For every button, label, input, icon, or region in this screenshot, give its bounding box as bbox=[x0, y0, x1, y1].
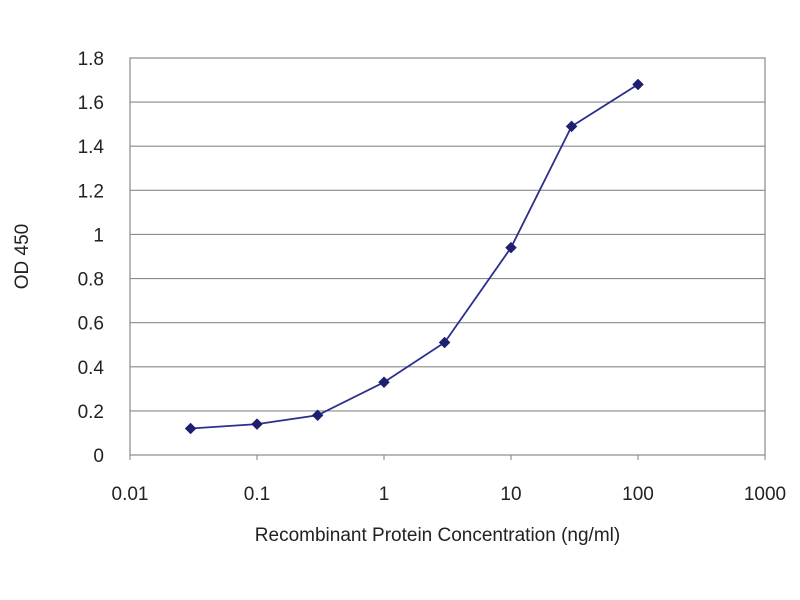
y-tick-label: 0.8 bbox=[78, 270, 104, 291]
x-axis-title: Recombinant Protein Concentration (ng/ml… bbox=[255, 525, 620, 546]
x-tick-label: 1 bbox=[379, 484, 390, 505]
data-point bbox=[251, 418, 263, 430]
data-point bbox=[632, 78, 644, 91]
x-tick-label: 0.01 bbox=[112, 484, 149, 505]
y-tick-label: 0.2 bbox=[78, 402, 104, 423]
y-tick-label: 1.2 bbox=[78, 181, 104, 202]
data-point bbox=[311, 409, 324, 422]
data-point bbox=[505, 241, 517, 254]
y-tick-label: 1.4 bbox=[78, 137, 105, 158]
y-tick-label: 0.4 bbox=[78, 358, 105, 379]
data-point bbox=[184, 422, 197, 435]
series-line bbox=[190, 83, 639, 430]
y-tick-label: 1.8 bbox=[78, 49, 104, 70]
x-tick-label: 1000 bbox=[744, 484, 786, 505]
y-tick-label: 0 bbox=[93, 446, 104, 467]
y-tick-label: 1.6 bbox=[78, 93, 104, 114]
y-axis-title: OD 450 bbox=[12, 224, 33, 289]
y-tick-label: 1 bbox=[93, 225, 104, 246]
y-tick-labels: 0 0.2 0.4 0.6 0.8 1 1.2 1.4 1.6 1.8 bbox=[78, 49, 105, 467]
plot-area-frame bbox=[129, 57, 766, 456]
data-point bbox=[438, 336, 451, 349]
data-point bbox=[565, 120, 578, 133]
series-layer bbox=[184, 78, 644, 435]
x-tick-label: 10 bbox=[500, 484, 521, 505]
x-tick-labels: 0.01 0.1 1 10 100 1000 bbox=[112, 455, 786, 505]
data-point bbox=[378, 376, 390, 389]
grid-lines bbox=[130, 101, 765, 412]
y-tick-label: 0.6 bbox=[78, 314, 104, 335]
x-tick-label: 0.1 bbox=[244, 484, 270, 505]
x-tick-label: 100 bbox=[622, 484, 654, 505]
